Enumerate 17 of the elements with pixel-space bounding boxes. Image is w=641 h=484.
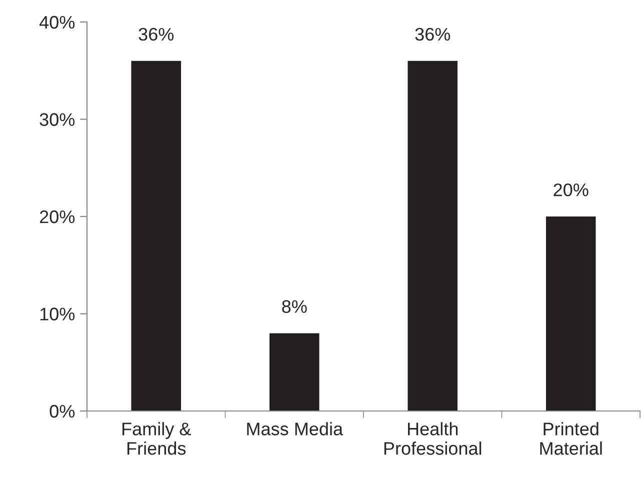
y-tick-label: 20% bbox=[40, 210, 75, 224]
data-label: 8% bbox=[282, 300, 307, 313]
x-tick-label: Printed Material bbox=[540, 422, 602, 455]
x-tick-label: Health Professional bbox=[384, 422, 482, 455]
y-tick-label: 10% bbox=[40, 308, 75, 320]
y-tick-label: 30% bbox=[40, 113, 75, 126]
x-tick-label: Mass Media bbox=[247, 422, 344, 436]
data-label: 20% bbox=[554, 183, 588, 196]
y-tick-label: 40% bbox=[39, 16, 75, 29]
bar bbox=[546, 216, 596, 411]
bar bbox=[269, 333, 320, 411]
data-label: 36% bbox=[138, 28, 174, 41]
bar bbox=[408, 60, 458, 411]
data-label: 36% bbox=[415, 28, 450, 41]
x-tick-label: Family & Friends bbox=[122, 422, 191, 455]
y-tick-label: 0% bbox=[50, 404, 75, 418]
bar bbox=[131, 60, 182, 411]
